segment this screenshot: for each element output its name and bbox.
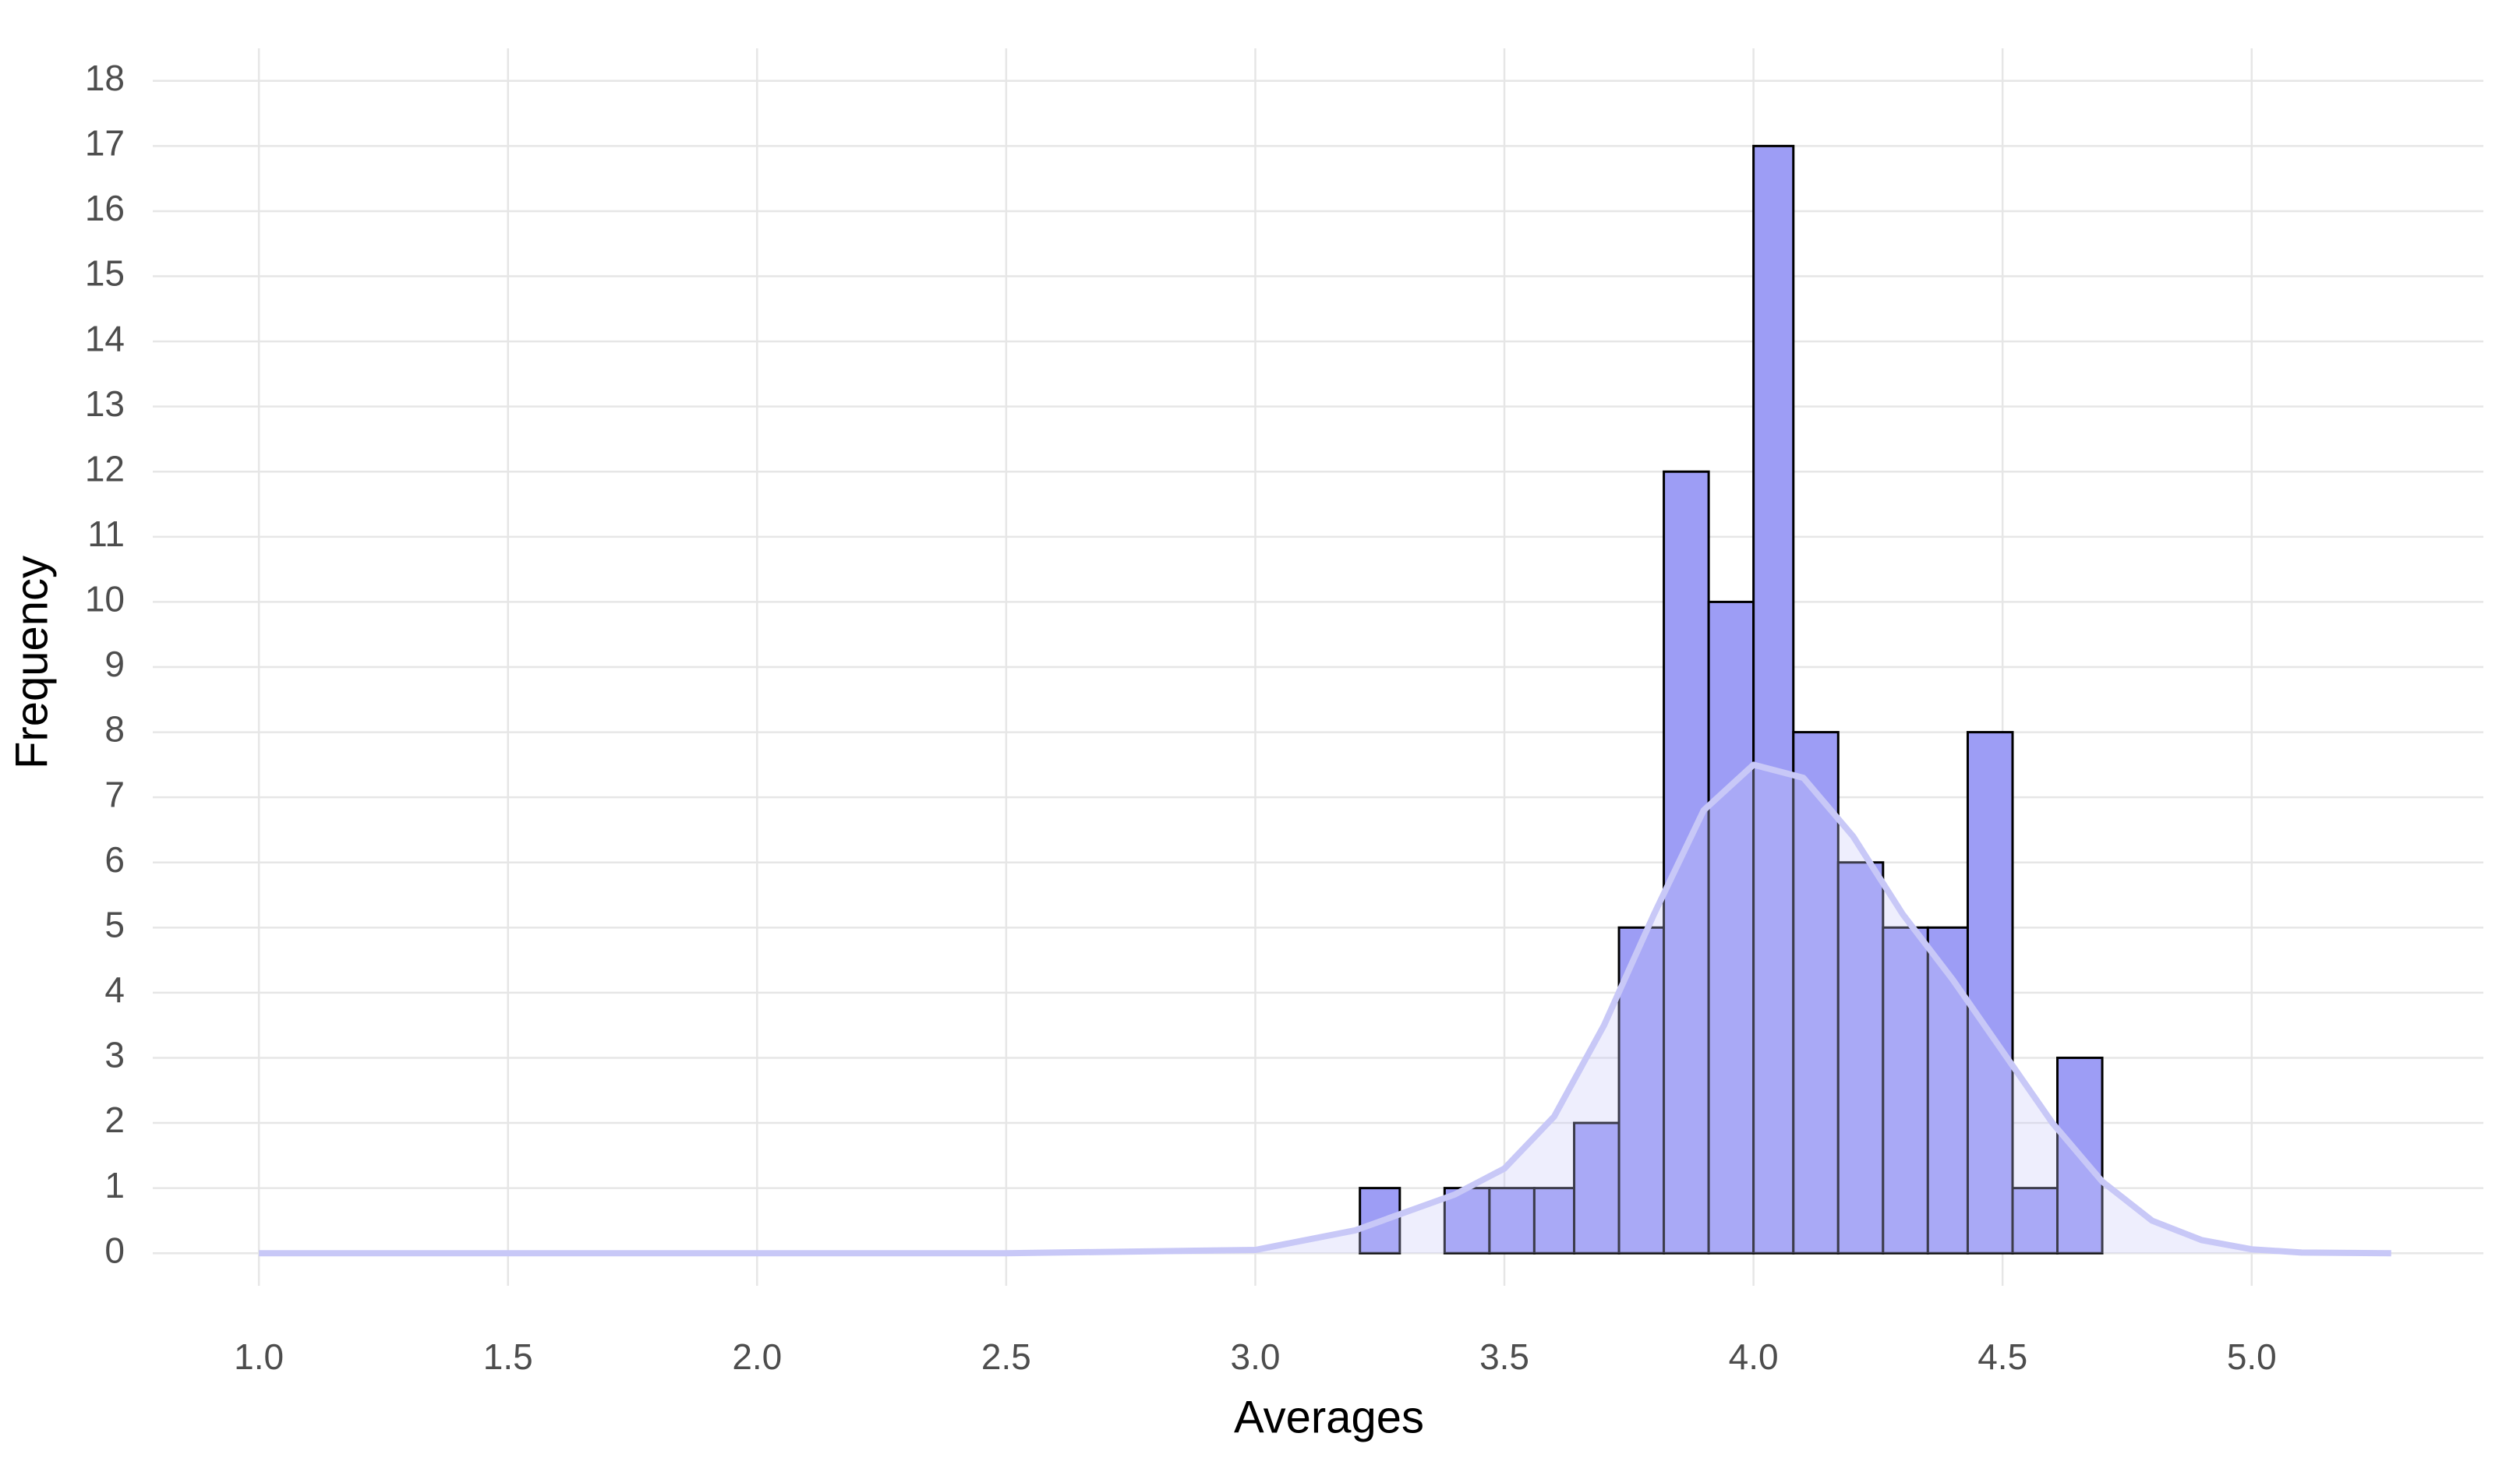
bar — [1752, 144, 1795, 1255]
y-tick-label: 16 — [85, 188, 125, 228]
x-tick-label: 1.0 — [234, 1336, 284, 1377]
x-tick-label: 4.0 — [1729, 1336, 1779, 1377]
x-tick-label: 4.5 — [1977, 1336, 2027, 1377]
x-tick-label: 5.0 — [2227, 1336, 2277, 1377]
y-tick-label: 14 — [85, 318, 125, 358]
bar — [1532, 1187, 1576, 1255]
y-tick-label: 3 — [104, 1035, 125, 1075]
y-tick-label: 1 — [104, 1165, 125, 1206]
x-tick-label: 1.5 — [483, 1336, 533, 1377]
y-tick-label: 5 — [104, 904, 125, 944]
x-tick-label: 3.5 — [1479, 1336, 1529, 1377]
y-tick-label: 13 — [85, 383, 125, 424]
y-tick-label: 12 — [85, 448, 125, 489]
bar — [1707, 600, 1755, 1255]
density-area — [259, 764, 2391, 1254]
y-tick-label: 2 — [104, 1100, 125, 1140]
y-tick-label: 11 — [87, 514, 125, 554]
bar — [1966, 731, 2014, 1255]
x-tick-label: 2.5 — [981, 1336, 1031, 1377]
y-tick-label: 8 — [104, 709, 125, 750]
y-tick-label: 4 — [104, 969, 125, 1010]
x-tick-label: 3.0 — [1230, 1336, 1280, 1377]
y-tick-label: 18 — [85, 58, 125, 98]
y-tick-label: 15 — [85, 253, 125, 294]
y-tick-label: 17 — [85, 123, 125, 164]
bar — [1488, 1187, 1536, 1255]
y-tick-label: 7 — [104, 774, 125, 814]
x-tick-label: 2.0 — [732, 1336, 782, 1377]
y-tick-label: 0 — [104, 1230, 125, 1270]
x-axis-title: Averages — [1234, 1392, 1424, 1442]
bar — [1836, 861, 1885, 1255]
bar — [1792, 731, 1840, 1255]
bar — [1443, 1187, 1491, 1255]
y-axis-title: Frequency — [6, 556, 57, 769]
y-tick-label: 6 — [104, 839, 125, 880]
y-tick-label: 9 — [104, 644, 125, 684]
bar — [1573, 1121, 1621, 1255]
y-tick-label: 10 — [85, 579, 125, 620]
density-curve — [259, 761, 2391, 1257]
